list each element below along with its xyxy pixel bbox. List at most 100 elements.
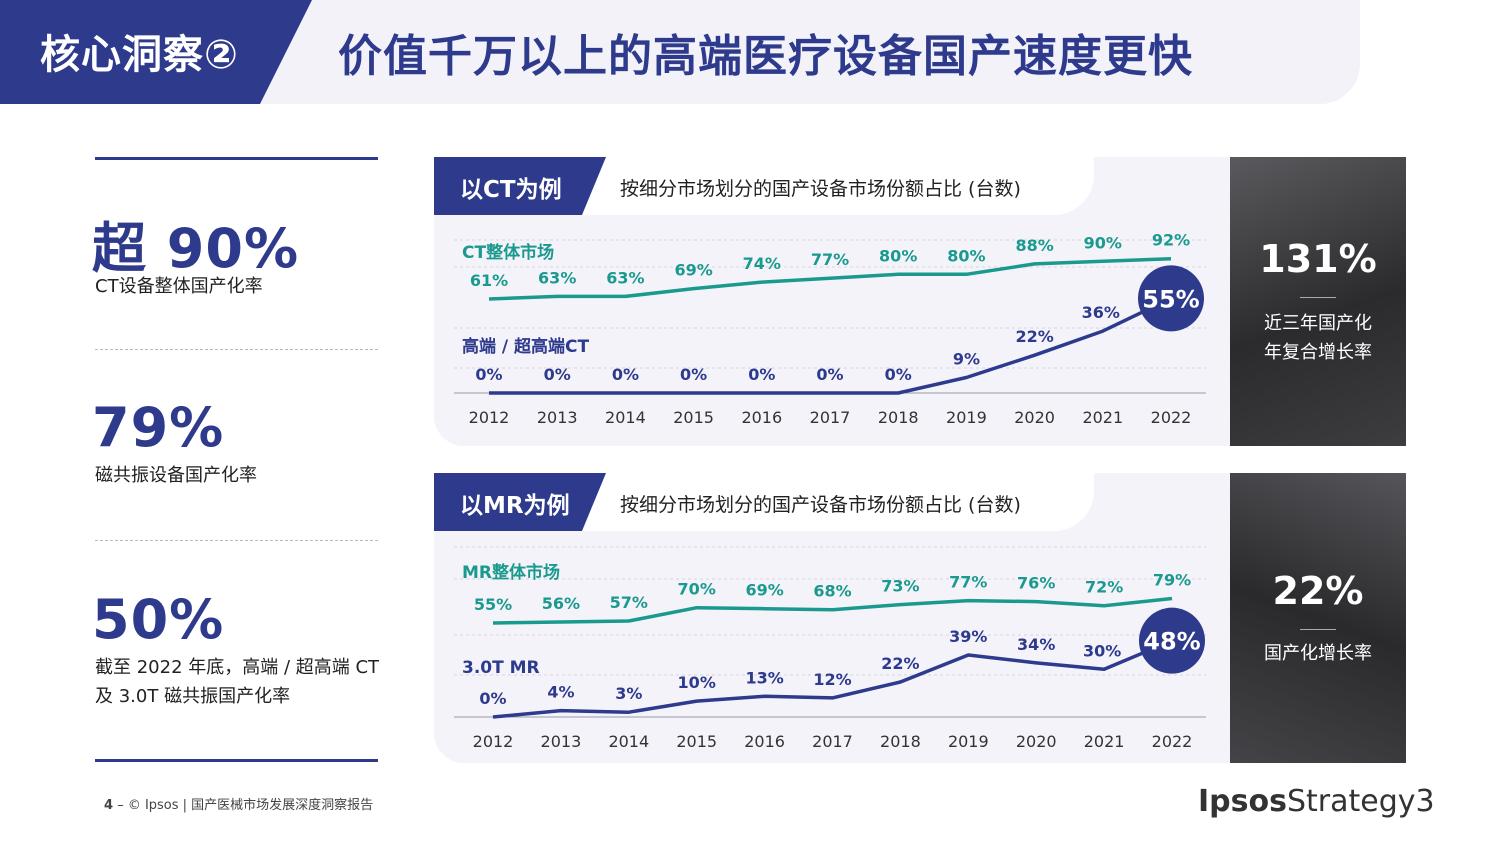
data-label: 22%: [1015, 327, 1053, 346]
data-label: 55%: [474, 595, 512, 614]
data-label: 0%: [885, 365, 912, 384]
highlight-bubble: [1138, 265, 1204, 332]
x-tick-label: 2019: [948, 732, 989, 751]
ct-side-label-2: 年复合增长率: [1264, 342, 1372, 363]
data-label: 72%: [1085, 578, 1123, 597]
x-tick-label: 2012: [473, 732, 514, 751]
ct-scanner-photo: [1230, 157, 1406, 446]
ct-panel-tag: 以CT为例: [434, 157, 606, 215]
footer-text: 4 – © Ipsos | 国产医械市场发展深度洞察报告: [104, 794, 373, 813]
stat-mr-value: 79%: [92, 396, 225, 459]
mr-panel-tag: 以MR为例: [434, 473, 606, 531]
data-label: 69%: [674, 261, 712, 280]
highlight-bubble: [1139, 607, 1205, 674]
bottom-rule: [95, 759, 378, 762]
data-label: 77%: [949, 573, 987, 592]
x-tick-label: 2019: [946, 408, 987, 427]
x-tick-label: 2014: [608, 732, 649, 751]
data-label: 12%: [813, 670, 851, 689]
page-title: 价值千万以上的高端医疗设备国产速度更快: [338, 31, 1193, 82]
stat-highend-label-1: 截至 2022 年底，高端 / 超高端 CT: [95, 657, 380, 678]
series-line-0: [492, 596, 1173, 625]
series-name: CT整体市场: [462, 242, 554, 263]
x-tick-label: 2018: [878, 408, 919, 427]
mr-line-chart: 2012 2013 2014 2015 2016 2017 2018 2019 2020 2021…: [454, 546, 1206, 751]
data-label: 13%: [745, 668, 783, 687]
x-tick-label: 2020: [1014, 408, 1055, 427]
data-label: 4%: [547, 683, 574, 702]
data-label: 63%: [538, 268, 576, 287]
side-rule: [1300, 629, 1336, 630]
data-label: 0%: [479, 689, 506, 708]
series-name: 高端 / 超高端CT: [462, 336, 590, 357]
data-label: 10%: [678, 673, 716, 692]
series-name: MR整体市场: [462, 562, 560, 583]
ct-side-panel: 131% 近三年国产化 年复合增长率: [1230, 157, 1406, 446]
highlight-label: 55%: [1142, 285, 1199, 313]
stat-highend-value: 50%: [92, 588, 225, 651]
data-label: 0%: [612, 365, 639, 384]
series-line-1: [492, 639, 1173, 719]
side-rule: [1300, 297, 1336, 298]
data-label: 80%: [879, 246, 917, 265]
data-label: 80%: [947, 246, 985, 265]
data-label: 34%: [1017, 635, 1055, 654]
data-label: 73%: [881, 577, 919, 596]
series-name: 3.0T MR: [462, 658, 540, 678]
data-label: 0%: [475, 365, 502, 384]
stat-ct-label: CT设备整体国产化率: [95, 276, 263, 297]
data-label: 9%: [953, 350, 980, 369]
stat-highend-label-2: 及 3.0T 磁共振国产化率: [95, 686, 291, 707]
series-line-1: [489, 296, 1172, 395]
data-label: 61%: [470, 271, 508, 290]
highlight-label: 48%: [1143, 628, 1200, 656]
x-tick-label: 2015: [676, 732, 717, 751]
data-label: 0%: [680, 365, 707, 384]
header-tag-label: 核心洞察②: [40, 32, 239, 78]
page-number: 4: [104, 798, 114, 813]
data-label: 56%: [542, 594, 580, 613]
x-tick-label: 2017: [812, 732, 853, 751]
x-tick-label: 2021: [1082, 408, 1123, 427]
x-tick-label: 2020: [1016, 732, 1057, 751]
mr-panel-subtitle: 按细分市场划分的国产设备市场份额占比 (台数): [620, 494, 1021, 516]
data-label: 3%: [615, 684, 642, 703]
x-tick-label: 2022: [1151, 408, 1192, 427]
data-label: 63%: [606, 268, 644, 287]
data-label: 77%: [811, 250, 849, 269]
data-label: 90%: [1084, 233, 1122, 252]
header-tag: [0, 0, 312, 104]
x-tick-label: 2021: [1084, 732, 1125, 751]
x-tick-label: 2012: [469, 408, 510, 427]
data-label: 0%: [544, 365, 571, 384]
data-label: 39%: [949, 627, 987, 646]
ct-line-chart: 2012 2013 2014 2015 2016 2017 2018 2019 2020 2021…: [454, 231, 1206, 427]
divider: [95, 540, 378, 541]
data-label: 0%: [816, 365, 843, 384]
data-label: 70%: [678, 580, 716, 599]
mr-side-panel: 22% 国产化增长率: [1230, 473, 1406, 763]
top-rule: [95, 157, 378, 160]
data-label: 30%: [1083, 641, 1121, 660]
x-tick-label: 2017: [810, 408, 851, 427]
x-tick-label: 2014: [605, 408, 646, 427]
stat-ct-value: 超 90%: [92, 217, 300, 280]
data-label: 74%: [743, 254, 781, 273]
data-label: 68%: [813, 582, 851, 601]
footer-copyright: – © Ipsos | 国产医械市场发展深度洞察报告: [117, 798, 374, 813]
x-tick-label: 2015: [673, 408, 714, 427]
x-tick-label: 2022: [1152, 732, 1193, 751]
divider: [95, 349, 378, 350]
series-line-0: [488, 256, 1172, 301]
mr-scanner-photo: [1230, 473, 1406, 763]
data-label: 36%: [1082, 303, 1120, 322]
data-label: 0%: [748, 365, 775, 384]
data-label: 57%: [610, 593, 648, 612]
x-tick-label: 2016: [741, 408, 782, 427]
x-tick-label: 2013: [541, 732, 582, 751]
stat-mr-label: 磁共振设备国产化率: [95, 465, 257, 486]
data-label: 69%: [745, 581, 783, 600]
data-label: 22%: [881, 654, 919, 673]
data-label: 92%: [1152, 231, 1190, 250]
x-tick-label: 2018: [880, 732, 921, 751]
